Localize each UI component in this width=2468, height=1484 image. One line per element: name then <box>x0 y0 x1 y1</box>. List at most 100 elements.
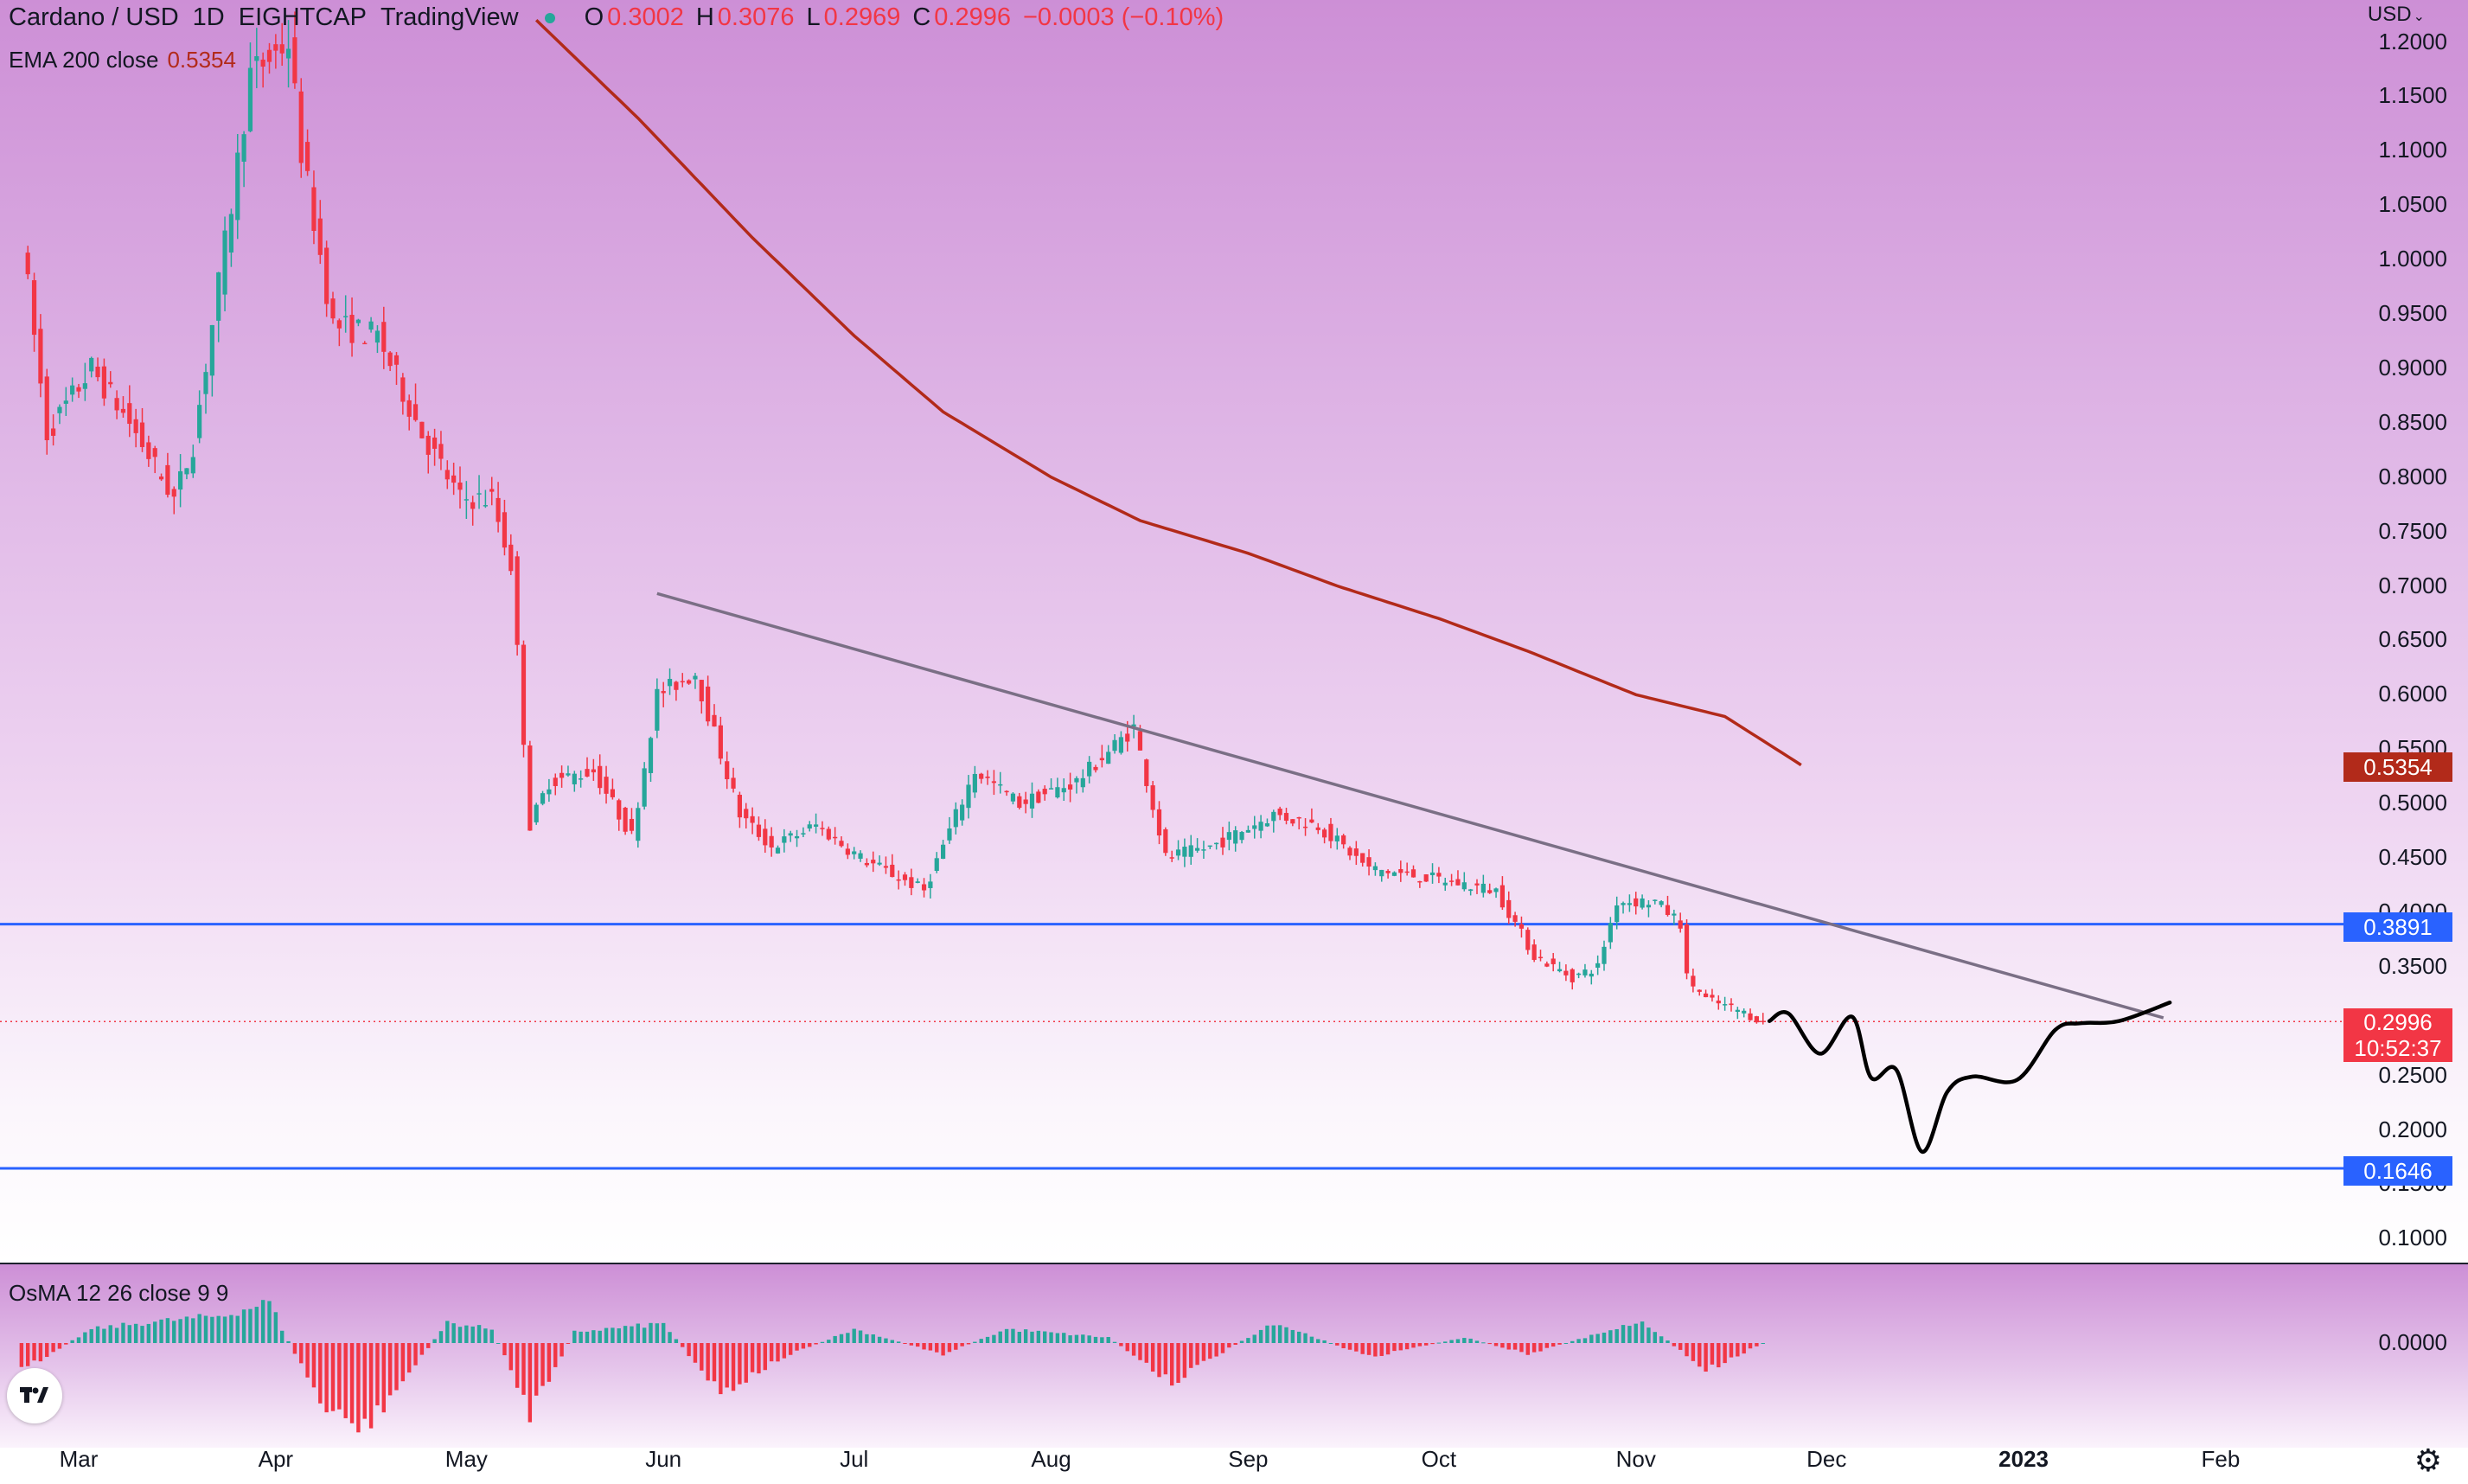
osma-bar <box>566 1343 571 1344</box>
candle-body <box>667 679 673 687</box>
candle-body <box>972 773 977 793</box>
osma-bar <box>1627 1326 1632 1343</box>
candle-body <box>814 824 819 827</box>
candle-body <box>756 824 762 837</box>
candle-body <box>1277 809 1282 816</box>
osma-bar <box>1170 1343 1174 1386</box>
open-key: O <box>584 3 604 31</box>
candle-body <box>165 464 170 496</box>
osma-bar <box>1551 1343 1556 1347</box>
candle-body <box>483 505 488 507</box>
osma-bar <box>1239 1340 1244 1343</box>
osma-bar <box>508 1343 513 1371</box>
candle-body <box>807 824 812 829</box>
osma-bar <box>1392 1343 1397 1352</box>
osma-bar <box>1544 1343 1550 1348</box>
osma-bar <box>1430 1343 1435 1345</box>
candle-body <box>642 768 647 807</box>
candle-body <box>190 457 195 474</box>
osma-bar <box>540 1343 545 1386</box>
osma-legend[interactable]: OsMA 12 26 close 9 9 <box>9 1280 242 1307</box>
candle-body <box>412 404 419 420</box>
osma-bar <box>1621 1325 1626 1343</box>
candle-body <box>393 355 400 365</box>
market-status-icon <box>544 12 555 23</box>
osma-bar <box>146 1323 151 1343</box>
time-axis[interactable] <box>0 1448 2468 1484</box>
symbol-name[interactable]: Cardano / USD <box>9 3 179 31</box>
candle-body <box>1487 890 1493 893</box>
tradingview-logo-icon[interactable] <box>7 1368 62 1423</box>
osma-bar <box>1500 1343 1505 1348</box>
candle-body <box>1461 882 1467 890</box>
candle-body <box>222 230 227 295</box>
candle-body <box>400 377 406 402</box>
candle-body <box>1506 899 1512 918</box>
osma-bar <box>744 1343 748 1383</box>
osma-bar <box>846 1333 850 1343</box>
candle-body <box>1264 823 1270 827</box>
osma-bar <box>95 1326 100 1343</box>
osma-bar <box>1208 1343 1212 1359</box>
candle-body <box>1379 869 1384 877</box>
osma-bar <box>1761 1343 1765 1344</box>
candle-body <box>1283 813 1289 821</box>
osma-bar <box>1214 1343 1218 1357</box>
osma-bar <box>1366 1343 1371 1355</box>
candle-body <box>636 808 641 841</box>
osma-bar <box>26 1343 30 1366</box>
osma-bar <box>292 1343 297 1354</box>
osma-bar <box>489 1329 494 1343</box>
candle-body <box>1449 880 1455 882</box>
interval-label[interactable]: 1D <box>192 3 225 31</box>
candle-body <box>687 680 692 684</box>
osma-bar <box>368 1343 374 1429</box>
pane-divider[interactable] <box>0 1263 2468 1264</box>
candle-body <box>298 91 304 163</box>
osma-bar <box>1582 1338 1588 1343</box>
high-value: 0.3076 <box>717 3 795 31</box>
candle-body <box>158 477 164 480</box>
candle-body <box>1258 822 1263 831</box>
osma-bar <box>286 1340 291 1343</box>
candle-body <box>1525 930 1531 950</box>
osma-bar <box>662 1322 666 1343</box>
ema-value: 0.5354 <box>167 47 236 73</box>
candle-body <box>381 322 387 352</box>
candle-body <box>1410 869 1416 878</box>
osma-bar <box>197 1314 201 1343</box>
osma-bar <box>1195 1343 1199 1366</box>
osma-bar <box>127 1325 131 1343</box>
price-pane[interactable] <box>0 0 2468 1263</box>
osma-bar <box>769 1343 774 1362</box>
osma-bar <box>235 1315 240 1343</box>
candle-body <box>260 59 265 67</box>
osma-bar <box>457 1327 463 1343</box>
candle-body <box>998 784 1003 786</box>
osma-bar <box>700 1343 704 1371</box>
osma-bar <box>1493 1343 1499 1346</box>
osma-bar <box>305 1343 310 1378</box>
osma-bar <box>725 1343 729 1388</box>
currency-selector[interactable]: USD ⌄ <box>2368 3 2425 27</box>
gear-icon[interactable]: ⚙ <box>2414 1442 2442 1478</box>
candle-body <box>438 444 444 459</box>
osma-bar <box>808 1343 812 1347</box>
candle-body <box>444 470 450 480</box>
candle-body <box>1493 888 1499 892</box>
osma-bar <box>1093 1336 1098 1343</box>
osma-bar <box>1723 1343 1727 1364</box>
osma-bar <box>1474 1340 1480 1343</box>
osma-bar <box>1271 1325 1276 1343</box>
ema-legend[interactable]: EMA 200 close 0.5354 <box>9 47 250 74</box>
candle-body <box>890 864 895 878</box>
candle-body <box>1735 1009 1740 1012</box>
candle-body <box>1118 737 1123 753</box>
osma-bar <box>1335 1343 1339 1346</box>
osma-pane[interactable] <box>0 1264 2468 1448</box>
candle-body <box>139 422 145 447</box>
osma-bar <box>1297 1331 1301 1343</box>
candle-body <box>374 330 380 343</box>
candle-body <box>1156 809 1162 836</box>
candle-body <box>801 833 806 835</box>
